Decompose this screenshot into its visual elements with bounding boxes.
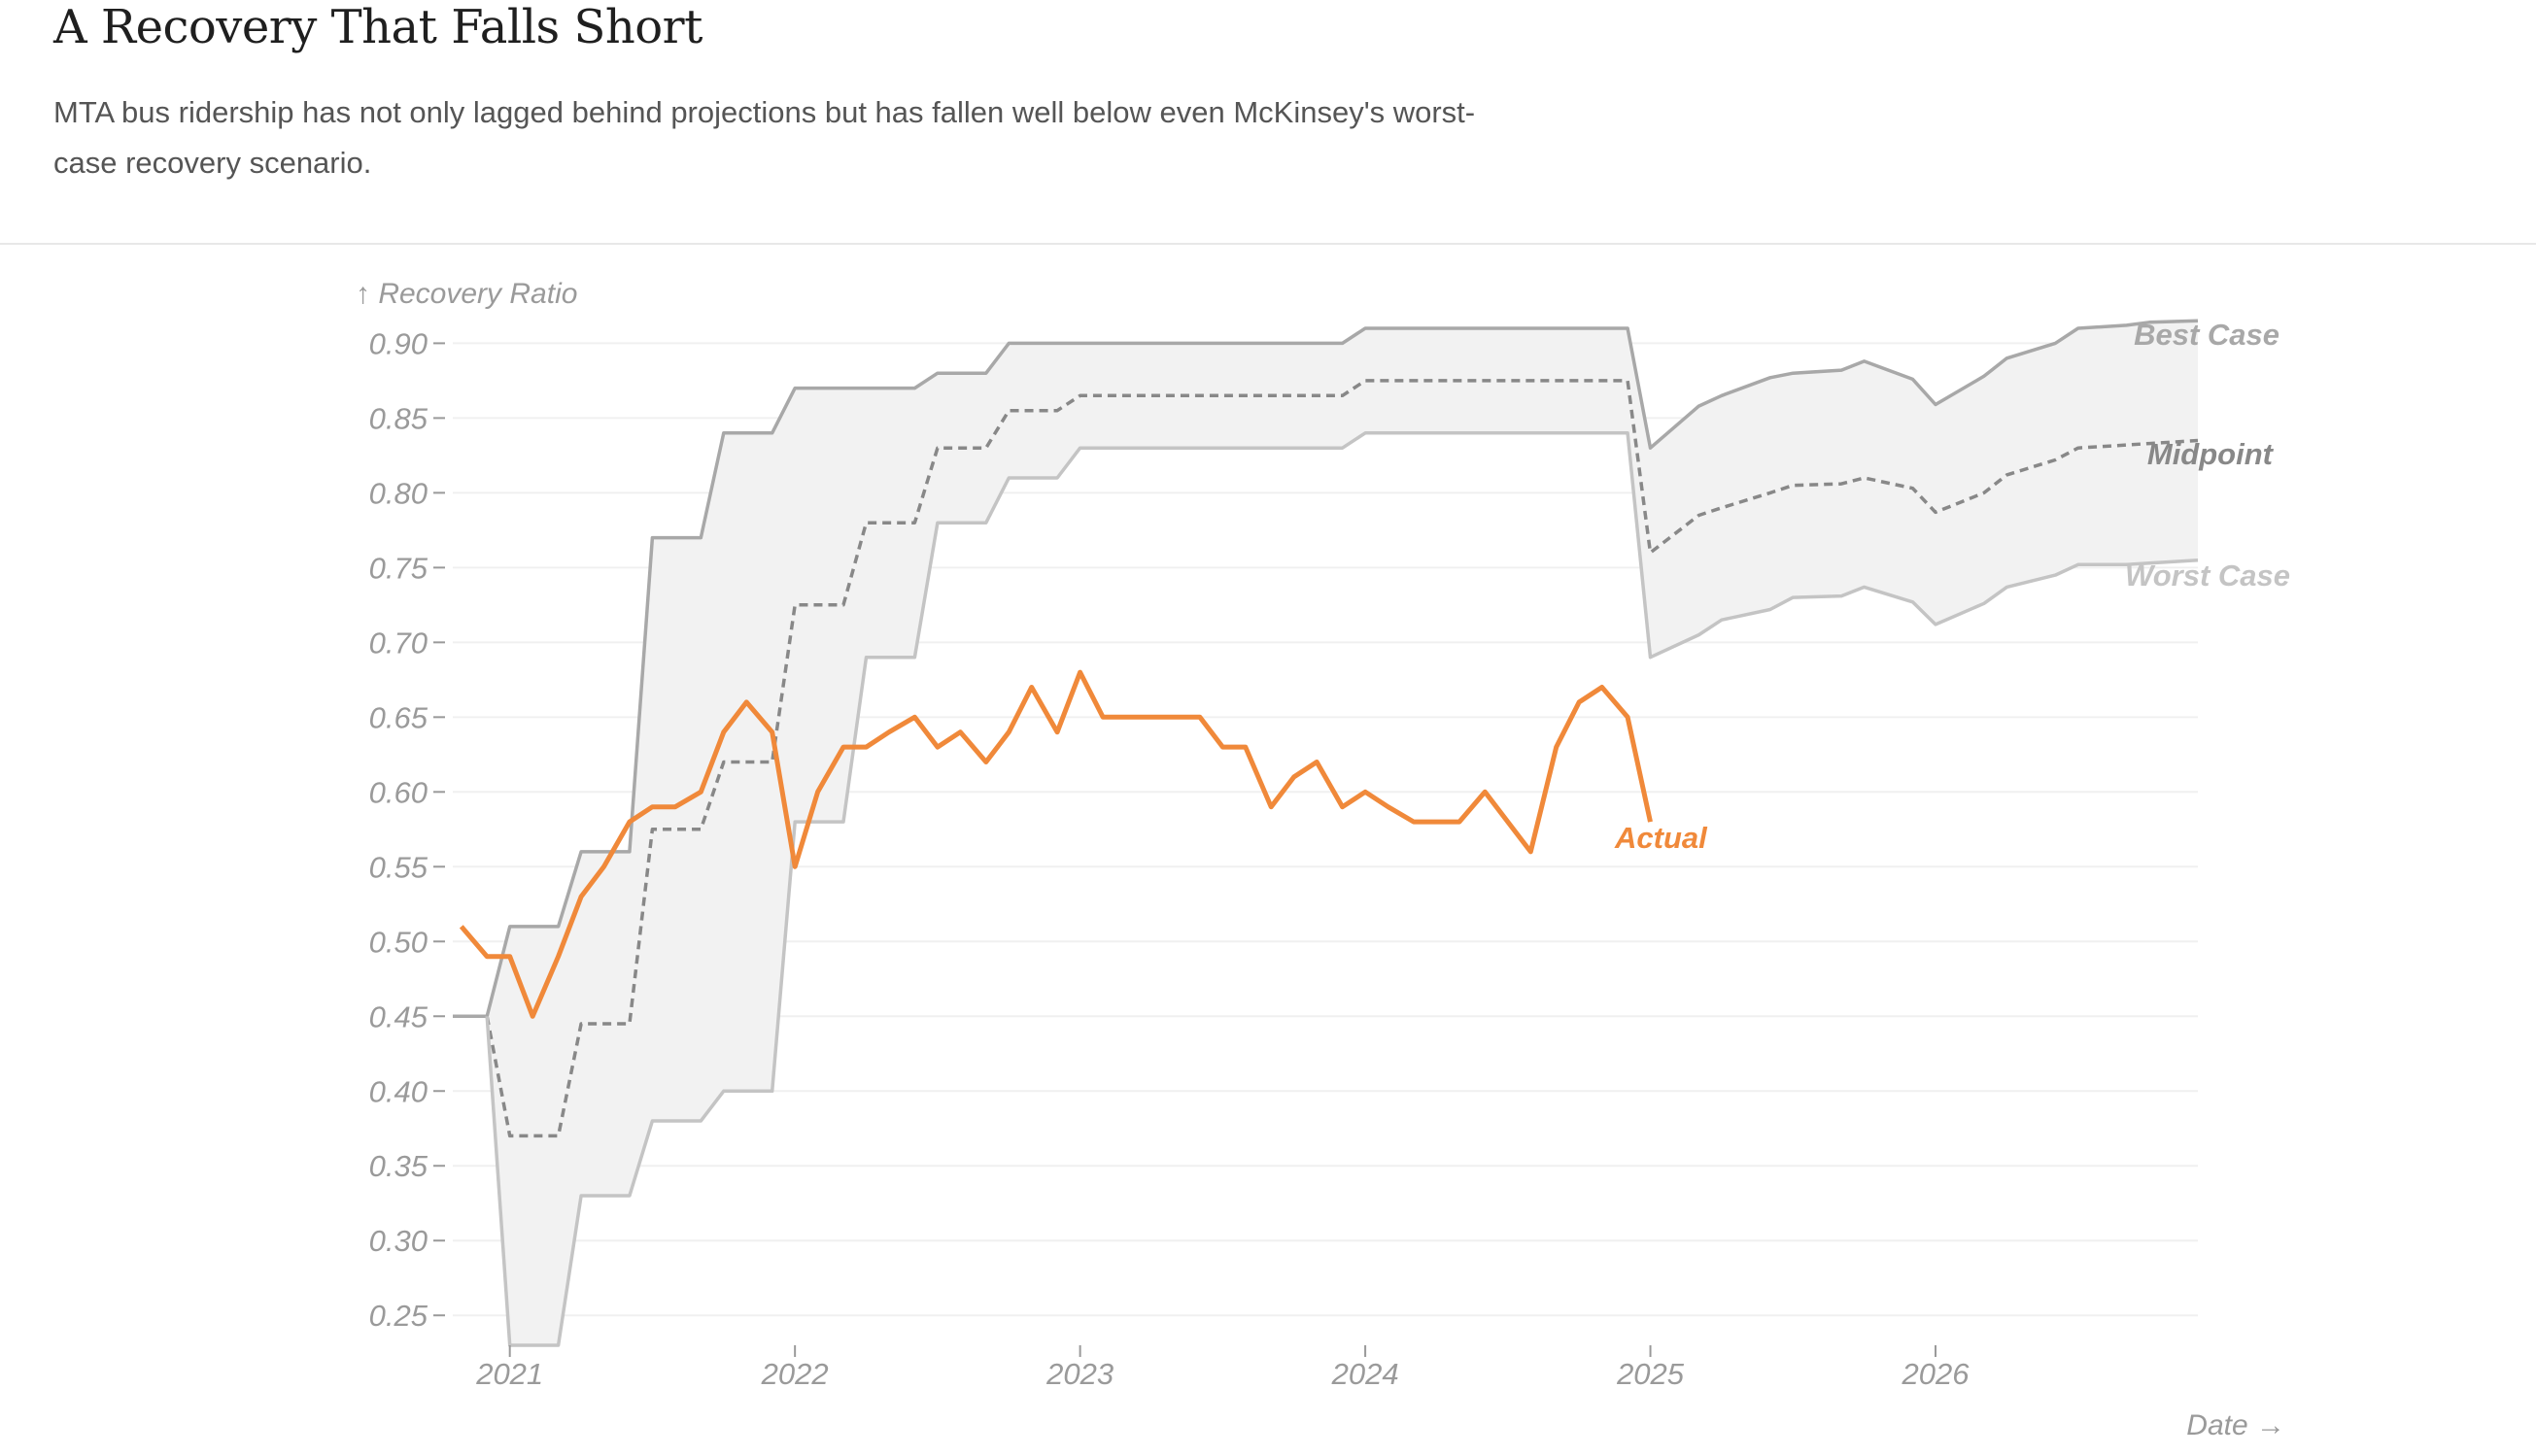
y-tick-label: 0.75 (369, 551, 428, 585)
y-tick-label: 0.70 (369, 626, 428, 660)
y-tick-label: 0.55 (369, 850, 428, 884)
header-divider (0, 243, 2536, 245)
y-tick-label: 0.80 (369, 476, 428, 510)
best-case-label: Best Case (2134, 318, 2279, 352)
y-tick-label: 0.60 (369, 775, 428, 809)
worst-case-line (485, 431, 2199, 1347)
y-axis-ticks: 0.25 0.30 0.35 0.40 0.45 0.50 0.55 0.60 0.65 0.70… (369, 326, 445, 1333)
page-subtitle: MTA bus ridership has not only lagged be… (53, 95, 1476, 180)
midpoint-label: Midpoint (2147, 437, 2275, 471)
x-tick-label: 2023 (1045, 1357, 1114, 1391)
y-tick-label: 0.35 (369, 1149, 428, 1183)
x-tick-label: 2026 (1902, 1357, 1971, 1391)
x-tick-label: 2022 (761, 1357, 829, 1391)
x-tick-label: 2025 (1616, 1357, 1685, 1391)
y-tick-label: 0.90 (369, 326, 428, 360)
y-tick-label: 0.50 (369, 925, 428, 959)
page-title: A Recovery That Falls Short (53, 0, 703, 54)
y-axis-label: ↑ Recovery Ratio (356, 278, 577, 310)
y-tick-label: 0.40 (369, 1074, 428, 1108)
y-tick-label: 0.30 (369, 1224, 428, 1258)
midpoint-line (485, 379, 2199, 1138)
actual-label: Actual (1614, 821, 1708, 855)
y-tick-label: 0.85 (369, 401, 428, 435)
y-tick-label: 0.45 (369, 999, 428, 1033)
y-tick-label: 0.65 (369, 700, 428, 734)
x-tick-label: 2021 (475, 1357, 543, 1391)
worst-case-label: Worst Case (2125, 559, 2290, 593)
best-case-line (453, 319, 2199, 1019)
projection-band (453, 321, 2198, 1345)
x-tick-label: 2024 (1331, 1357, 1399, 1391)
y-tick-label: 0.25 (369, 1299, 428, 1333)
x-axis-ticks: 2021 2022 2023 2024 2025 2026 (475, 1345, 1970, 1391)
actual-line (459, 669, 1653, 1019)
x-axis-label: Date → (2186, 1409, 2285, 1441)
